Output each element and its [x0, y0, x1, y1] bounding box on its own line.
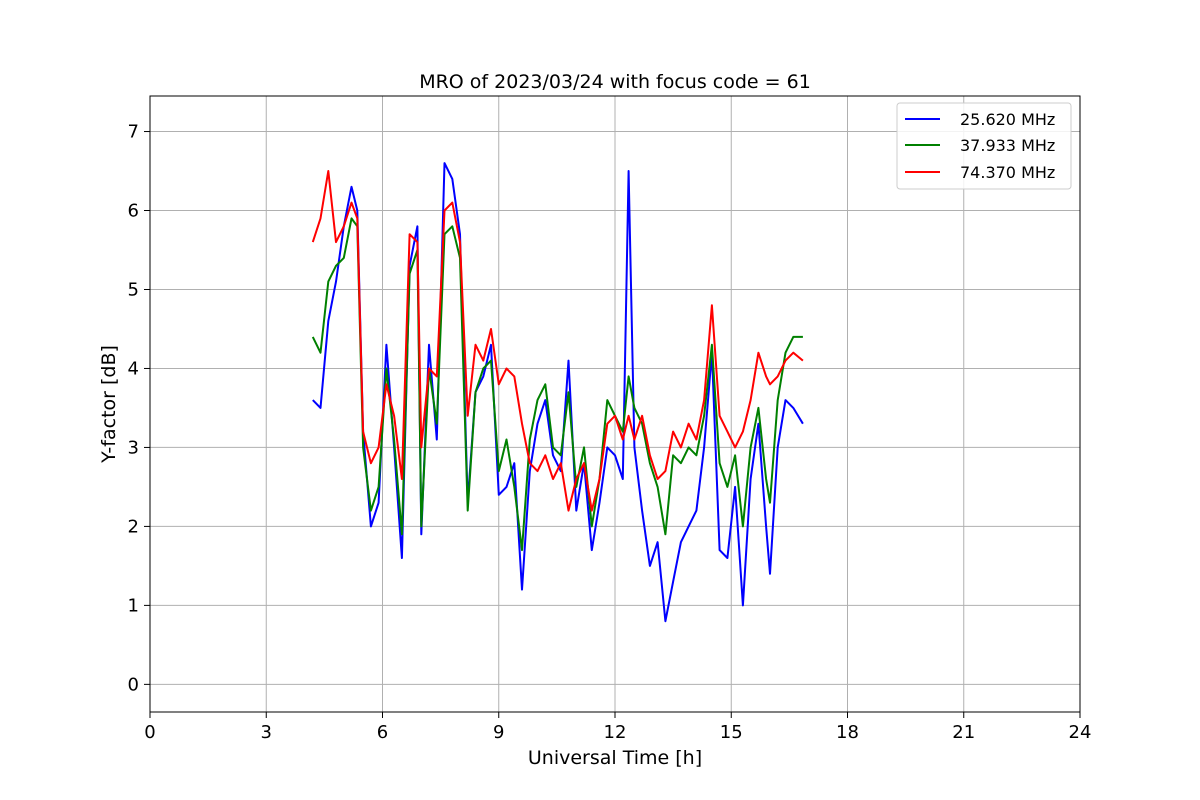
x-tick-label: 24	[1069, 722, 1092, 743]
x-tick-label: 9	[493, 722, 504, 743]
y-tick-label: 4	[128, 358, 139, 379]
y-tick-label: 6	[128, 201, 139, 222]
y-tick-label: 2	[128, 516, 139, 537]
x-tick-label: 15	[720, 722, 743, 743]
x-tick-label: 18	[836, 722, 859, 743]
y-axis: 0 1 2 3 4 5 6 7	[128, 122, 150, 695]
x-tick-label: 3	[261, 722, 272, 743]
x-tick-label: 6	[377, 722, 388, 743]
y-tick-label: 3	[128, 437, 139, 458]
y-tick-label: 7	[128, 122, 139, 143]
y-tick-label: 1	[128, 595, 139, 616]
series-layer	[311, 162, 804, 623]
y-tick-label: 5	[128, 279, 139, 300]
legend: 25.620 MHz 37.933 MHz 74.370 MHz	[896, 102, 1072, 190]
chart-title: MRO of 2023/03/24 with focus code = 61	[419, 71, 811, 93]
legend-label-74370: 74.370 MHz	[960, 163, 1055, 182]
x-axis-title: Universal Time [h]	[528, 747, 702, 769]
x-tick-label: 21	[952, 722, 975, 743]
legend-label-37933: 37.933 MHz	[960, 136, 1055, 155]
legend-label-25620: 25.620 MHz	[960, 110, 1055, 129]
x-tick-label: 0	[144, 722, 155, 743]
y-axis-title: Y-factor [dB]	[98, 345, 120, 464]
series-line-2	[311, 170, 804, 512]
y-tick-label: 0	[128, 674, 139, 695]
legend-box	[896, 102, 1072, 190]
series-line-1	[311, 217, 803, 552]
x-axis: 0 3 6 9 12 15 18 21 24	[144, 712, 1091, 743]
x-tick-label: 12	[604, 722, 627, 743]
